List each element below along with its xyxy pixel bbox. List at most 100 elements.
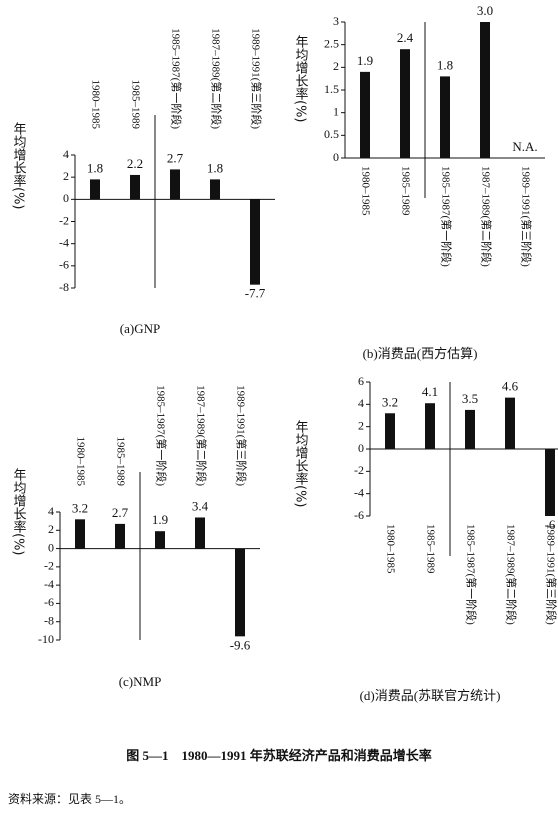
y-tick-label: -2 [354, 463, 364, 477]
x-tick-label: 1989–1991(第三阶段) [234, 385, 248, 486]
y-tick-label: 0.5 [324, 127, 339, 141]
value-label: 2.2 [127, 156, 143, 171]
value-label: 2.7 [167, 150, 184, 165]
bar [75, 519, 85, 549]
y-tick-label: 2 [358, 418, 364, 432]
x-tick-label: 1985–1989 [114, 437, 126, 487]
y-tick-label: -8 [44, 613, 54, 627]
bar [440, 76, 450, 158]
x-tick-label: 1987–1989(第二阶段) [504, 524, 518, 625]
bar [505, 397, 515, 449]
chart-title: (d)消费品(苏联官方统计) [360, 688, 501, 703]
value-label: N.A. [512, 139, 537, 154]
y-axis-label: 年均增长率(%) [293, 420, 309, 508]
chart-title: (a)GNP [120, 321, 160, 336]
x-tick-label: 1985–1987(第一阶段) [464, 524, 478, 625]
bar [170, 169, 180, 200]
value-label: 1.9 [357, 53, 373, 68]
y-tick-label: -4 [354, 485, 364, 499]
y-tick-label: -6 [354, 508, 364, 522]
y-tick-label: -6 [44, 595, 54, 609]
x-tick-label: 1980–1985 [384, 524, 396, 574]
x-tick-label: 1989–1991(第三阶段) [249, 28, 263, 129]
y-tick-label: 0 [48, 540, 54, 554]
bar [235, 548, 245, 637]
y-tick-label: 1.5 [324, 82, 339, 96]
value-label: -9.6 [230, 637, 251, 652]
bar [130, 174, 140, 200]
y-axis-label: 年均增长率(%) [11, 122, 27, 210]
bar [195, 517, 205, 549]
x-tick-label: 1980–1985 [74, 437, 86, 487]
y-tick-label: -10 [38, 632, 54, 646]
caption: 图 5—1 1980—1991 年苏联经济产品和消费品增长率 [126, 748, 432, 763]
value-label: 2.7 [112, 505, 129, 520]
x-tick-label: 1985–1989 [424, 524, 436, 574]
y-tick-label: 2 [333, 59, 339, 73]
value-label: 3.5 [462, 391, 478, 406]
y-tick-label: -2 [44, 559, 54, 573]
bar [465, 409, 475, 449]
y-tick-label: -2 [59, 213, 69, 227]
y-axis-label: 年均增长率(%) [293, 35, 309, 123]
y-tick-label: 4 [358, 396, 364, 410]
value-label: 1.9 [152, 512, 168, 527]
y-tick-label: 2 [48, 522, 54, 536]
y-tick-label: 2 [63, 169, 69, 183]
value-label: 3.2 [72, 500, 88, 515]
value-label: 1.8 [437, 57, 453, 72]
bar [360, 71, 370, 158]
bar [480, 22, 490, 158]
bar [385, 413, 395, 449]
bar [210, 179, 220, 200]
y-tick-label: 2.5 [324, 36, 339, 50]
x-tick-label: 1980–1985 [89, 80, 101, 130]
value-label: 1.8 [207, 160, 223, 175]
y-tick-label: 0 [63, 191, 69, 205]
bar [425, 403, 435, 449]
chart-title: (c)NMP [119, 674, 162, 689]
chart-title: (b)消费品(西方估算) [363, 346, 478, 361]
source: 资料来源：见表 5—1。 [8, 792, 131, 806]
value-label: 1.8 [87, 160, 103, 175]
bar [250, 199, 260, 285]
value-label: -6 [545, 517, 556, 532]
value-label: 4.6 [502, 379, 519, 394]
y-tick-label: -4 [59, 235, 69, 249]
y-tick-label: 4 [48, 504, 54, 518]
y-tick-label: 4 [63, 147, 69, 161]
value-label: -7.7 [245, 286, 266, 301]
bar [400, 49, 410, 159]
bar [90, 179, 100, 200]
y-axis-label: 年均增长率(%) [11, 468, 27, 556]
x-tick-label: 1989–1991(第三阶段) [519, 166, 533, 267]
value-label: 4.1 [422, 384, 438, 399]
x-tick-label: 1985–1987(第一阶段) [154, 385, 168, 486]
bar [115, 523, 125, 549]
y-tick-label: 0 [333, 150, 339, 164]
x-tick-label: 1989–1991(第三阶段) [544, 524, 558, 625]
value-label: 3.2 [382, 394, 398, 409]
x-tick-label: 1985–1987(第一阶段) [439, 166, 453, 267]
x-tick-label: 1987–1989(第二阶段) [209, 28, 223, 129]
x-tick-label: 1985–1987(第一阶段) [169, 28, 183, 129]
x-tick-label: 1987–1989(第二阶段) [479, 166, 493, 267]
y-tick-label: -4 [44, 577, 54, 591]
x-tick-label: 1985–1989 [399, 166, 411, 216]
x-tick-label: 1987–1989(第二阶段) [194, 385, 208, 486]
y-tick-label: 6 [358, 374, 364, 388]
y-tick-label: 3 [333, 14, 339, 28]
value-label: 2.4 [397, 30, 414, 45]
bar [155, 531, 165, 549]
x-tick-label: 1985–1989 [129, 80, 141, 130]
y-tick-label: 0 [358, 441, 364, 455]
value-label: 3.4 [192, 498, 209, 513]
y-tick-label: -6 [59, 258, 69, 272]
value-label: 3.0 [477, 3, 493, 18]
x-tick-label: 1980–1985 [359, 166, 371, 216]
bar [545, 449, 555, 516]
y-tick-label: -8 [59, 280, 69, 294]
y-tick-label: 1 [333, 104, 339, 118]
